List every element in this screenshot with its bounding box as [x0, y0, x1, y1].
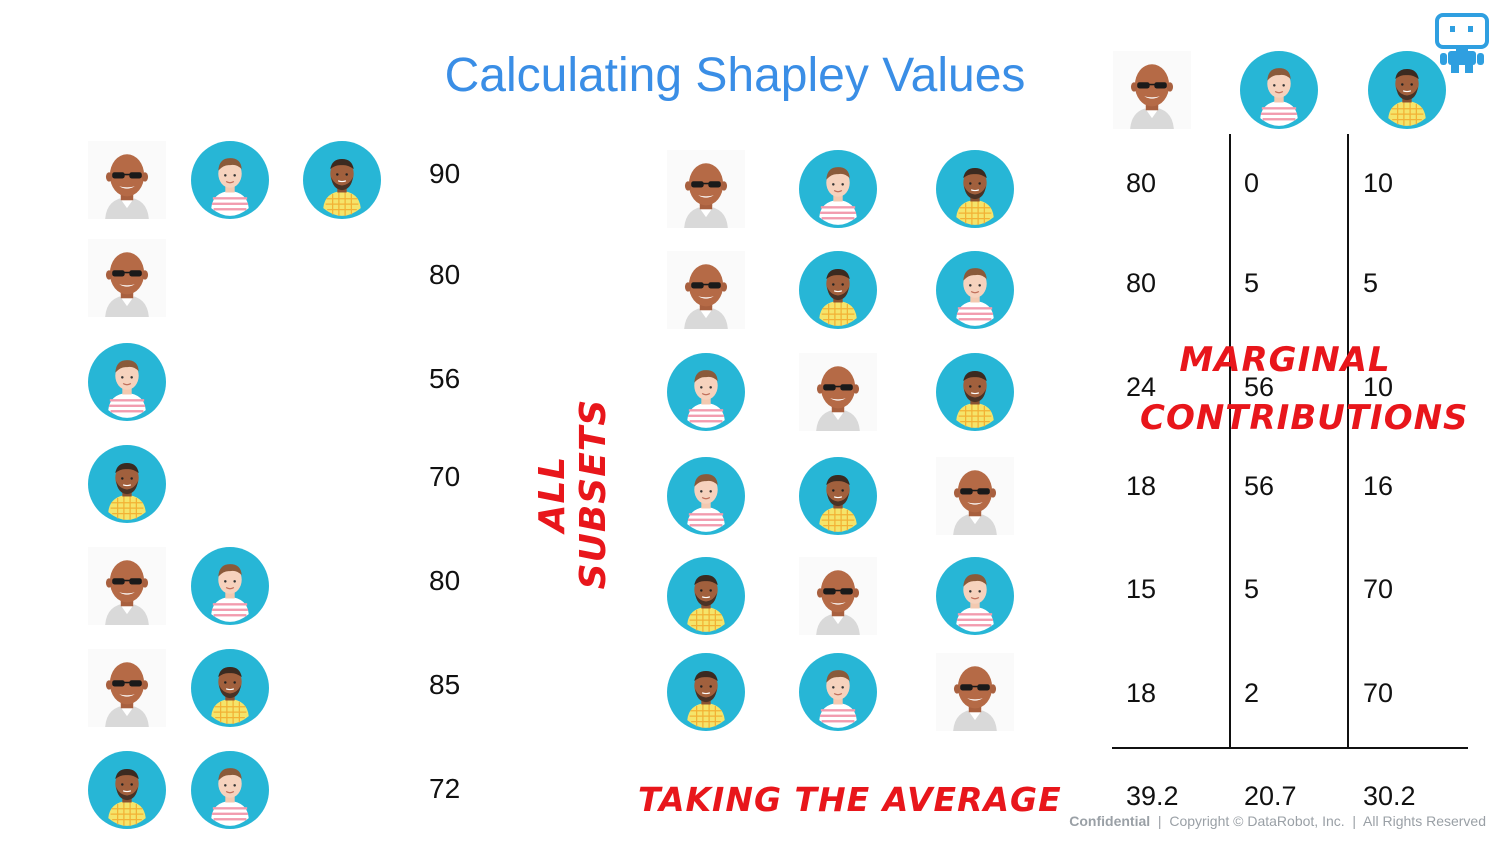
bearded-man-avatar-icon [936, 353, 1014, 431]
average-value: 39.2 [1126, 781, 1179, 811]
bald-man-avatar-icon [936, 457, 1014, 535]
contribution-cell: 5 [1363, 268, 1379, 298]
bald-man-avatar-icon [88, 649, 166, 727]
footer-confidential: Confidential [1069, 813, 1151, 829]
bald-man-avatar-icon [88, 239, 166, 317]
bearded-man-avatar-icon [799, 251, 877, 329]
average-rule [1112, 747, 1468, 749]
contribution-cell: 5 [1244, 574, 1260, 604]
contribution-cell: 0 [1244, 168, 1260, 198]
young-man-avatar-icon [936, 251, 1014, 329]
bearded-man-avatar-icon [88, 445, 166, 523]
young-man-avatar-icon [936, 557, 1014, 635]
bald-man-avatar-icon [88, 141, 166, 219]
young-man-avatar-icon [667, 353, 745, 431]
contribution-cell: 80 [1126, 268, 1157, 298]
young-man-avatar-icon [191, 751, 269, 829]
young-man-avatar-icon [88, 343, 166, 421]
bearded-man-avatar-icon [303, 141, 381, 219]
bearded-man-avatar-icon [88, 751, 166, 829]
bearded-man-avatar-icon [799, 457, 877, 535]
bald-man-avatar-icon [88, 547, 166, 625]
young-man-avatar-icon [191, 141, 269, 219]
subset-value: 85 [429, 669, 461, 700]
contribution-cell: 70 [1363, 678, 1394, 708]
subset-value: 80 [429, 259, 461, 290]
bald-man-avatar-icon [799, 557, 877, 635]
contribution-cell: 10 [1363, 372, 1394, 402]
average-value: 20.7 [1244, 781, 1297, 811]
bald-man-avatar-icon [667, 251, 745, 329]
contribution-cell: 5 [1244, 268, 1260, 298]
contribution-cell: 56 [1244, 372, 1275, 402]
bearded-man-avatar-icon [936, 150, 1014, 228]
young-man-avatar-icon [799, 150, 877, 228]
subset-value: 80 [429, 565, 461, 596]
contributions-annotation: Contributions [1140, 398, 1469, 438]
subset-value: 72 [429, 773, 461, 804]
bald-man-avatar-icon [667, 150, 745, 228]
bald-man-avatar-icon [936, 653, 1014, 731]
contribution-cell: 15 [1126, 574, 1157, 604]
contribution-cell: 18 [1126, 678, 1157, 708]
table-divider [1347, 134, 1349, 749]
subset-value: 56 [429, 363, 461, 394]
contribution-cell: 24 [1126, 372, 1157, 402]
footer: Confidential | Copyright © DataRobot, In… [1069, 813, 1486, 829]
all-subsets-annotation: All Subsets [532, 398, 614, 590]
contribution-cell: 16 [1363, 471, 1394, 501]
marginal-annotation: Marginal [1179, 340, 1391, 380]
bearded-man-avatar-icon [667, 653, 745, 731]
contribution-cell: 80 [1126, 168, 1157, 198]
taking-average-annotation: Taking the Average [638, 780, 1062, 819]
young-man-avatar-icon [667, 457, 745, 535]
average-value: 30.2 [1363, 781, 1416, 811]
contribution-cell: 70 [1363, 574, 1394, 604]
contribution-cell: 2 [1244, 678, 1260, 708]
footer-copyright: | Copyright © DataRobot, Inc. | All Righ… [1150, 813, 1486, 829]
bald-man-avatar-icon [1113, 51, 1191, 129]
contribution-cell: 56 [1244, 471, 1275, 501]
subset-value: 90 [429, 158, 461, 189]
datarobot-logo-icon [1435, 13, 1489, 73]
bearded-man-avatar-icon [1368, 51, 1446, 129]
bearded-man-avatar-icon [667, 557, 745, 635]
table-divider [1229, 134, 1231, 749]
young-man-avatar-icon [191, 547, 269, 625]
contribution-cell: 10 [1363, 168, 1394, 198]
bald-man-avatar-icon [799, 353, 877, 431]
subset-value: 70 [429, 461, 461, 492]
page-title: Calculating Shapley Values [444, 49, 1026, 102]
young-man-avatar-icon [799, 653, 877, 731]
contribution-cell: 18 [1126, 471, 1157, 501]
young-man-avatar-icon [1240, 51, 1318, 129]
bearded-man-avatar-icon [191, 649, 269, 727]
